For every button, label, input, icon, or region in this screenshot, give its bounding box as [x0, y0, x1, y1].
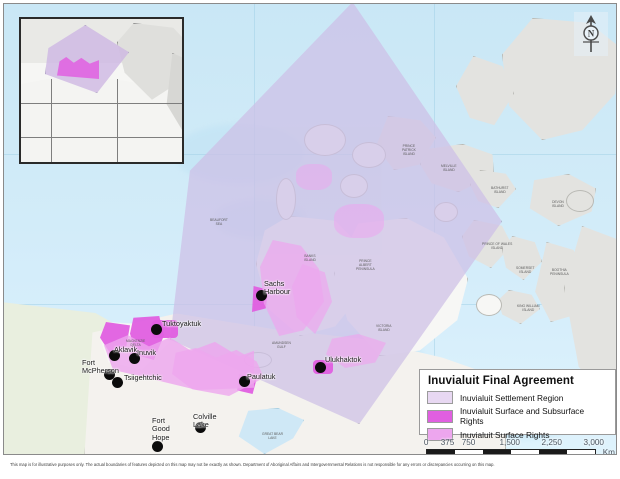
north-arrow-icon: N [574, 12, 608, 56]
legend-item-label: Inuvialuit Surface Rights [460, 429, 550, 440]
landmass-small-island [476, 294, 502, 316]
scale-tick-label: 375 [440, 438, 455, 447]
scale-bar-unit: Km [602, 448, 615, 455]
inset-overview-map[interactable] [19, 17, 184, 164]
city-label: Aklavik [114, 345, 138, 354]
city-label: Inuvik [137, 348, 157, 357]
island-label: BANKS ISLAND [304, 254, 316, 262]
city-label: Colville Lake [193, 412, 217, 430]
legend-panel[interactable]: Inuvialuit Final Agreement Inuvialuit Se… [419, 369, 616, 441]
legend-rows: Inuvialuit Settlement Region Inuvialuit S… [427, 391, 608, 441]
legend-swatch [427, 391, 453, 404]
scale-tick-label: 2,250 [541, 438, 563, 447]
scale-bar: 0 375 750 1,500 2,250 3,000 Km [422, 438, 615, 455]
city-dot[interactable] [104, 369, 115, 380]
inset-provincial-borders [51, 79, 52, 162]
island-label: PRINCE PATRICK ISLAND [402, 144, 416, 156]
scale-tick-label: 750 [461, 438, 476, 447]
city-label: Tuktoyaktuk [162, 319, 202, 328]
legend-swatch [427, 428, 453, 441]
island-label: VICTORIA ISLAND [376, 324, 392, 332]
island-label: AMUNDSEN GULF [272, 341, 291, 349]
city-dot[interactable] [315, 362, 326, 373]
legend-item-label: Inuvialuit Settlement Region [460, 392, 564, 403]
island-label: GREAT BEAR LAKE [262, 432, 283, 440]
city-label: Fort McPherson [82, 358, 119, 376]
legend-item[interactable]: Inuvialuit Surface Rights [427, 428, 608, 441]
scale-bar-track [426, 449, 596, 454]
island-label: BEAUFORT SEA [210, 218, 228, 226]
legend-swatch [427, 409, 453, 423]
island-label: PRINCE ALBERT PENINSULA [356, 259, 375, 271]
city-dot[interactable] [112, 377, 123, 388]
scale-bar-ticks: 0 375 750 1,500 2,250 3,000 [422, 438, 614, 448]
city-label: Fort Good Hope [152, 416, 170, 442]
city-dot[interactable] [195, 422, 206, 433]
city-dot[interactable] [152, 441, 163, 452]
city-label: Ulukhaktok [325, 355, 362, 364]
legend-title: Inuvialuit Final Agreement [428, 375, 574, 387]
island-label: MACKENZIE DELTA [126, 339, 146, 347]
island-label: DEVON ISLAND [552, 200, 564, 208]
city-dot[interactable] [129, 353, 140, 364]
city-label: Paulatuk [247, 372, 276, 381]
disclaimer-text: This map is for illustrative purposes on… [10, 462, 495, 467]
city-dot[interactable] [109, 350, 120, 361]
legend-item[interactable]: Inuvialuit Settlement Region [427, 391, 608, 404]
surface-rights-area [296, 164, 332, 190]
inset-provincial-borders [21, 103, 182, 104]
legend-item[interactable]: Inuvialuit Surface and Subsurface Rights [427, 406, 608, 426]
island-label: KING WILLIAM ISLAND [517, 304, 540, 312]
island-label: MELVILLE ISLAND [441, 164, 457, 172]
city-dot[interactable] [256, 290, 267, 301]
island-label: BOOTHIA PENINSULA [550, 268, 569, 276]
island-label: SOMERSET ISLAND [516, 266, 535, 274]
city-label: Sachs Harbour [264, 279, 291, 297]
main-map[interactable]: BANKS ISLAND PRINCE ALBERT PENINSULA VICTO… [3, 3, 617, 455]
island-label: PRINCE OF WALES ISLAND [482, 242, 513, 250]
inset-provincial-borders [21, 137, 182, 138]
surface-rights-area [334, 204, 384, 238]
city-dot[interactable] [151, 324, 162, 335]
scale-tick-label: 1,500 [499, 438, 521, 447]
landmass-small-island [566, 190, 594, 212]
city-label: Tsiigehtchic [124, 373, 162, 382]
island-label: BATHURST ISLAND [491, 186, 509, 194]
scale-tick-label: 3,000 [583, 438, 605, 447]
inset-provincial-borders [117, 79, 118, 162]
svg-text:N: N [588, 29, 595, 39]
scale-tick-label: 0 [423, 438, 429, 447]
legend-item-label: Inuvialuit Surface and Subsurface Rights [460, 406, 585, 426]
city-dot[interactable] [239, 376, 250, 387]
